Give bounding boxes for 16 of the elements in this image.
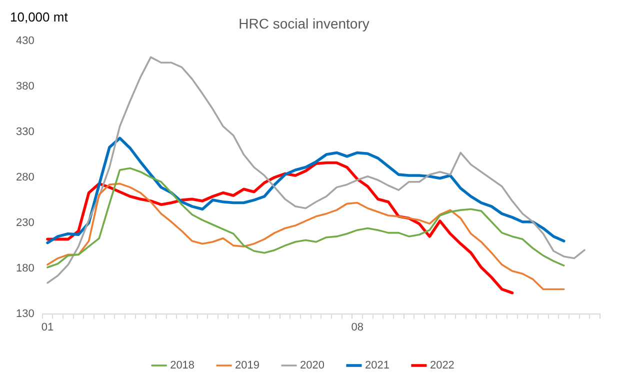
x-tick-label: 01 bbox=[41, 321, 54, 334]
y-tick-label: 130 bbox=[16, 308, 34, 320]
y-tick-label: 280 bbox=[16, 171, 34, 184]
legend-label: 2022 bbox=[430, 360, 454, 372]
y-tick-label: 180 bbox=[16, 262, 34, 274]
legend-label: 2018 bbox=[170, 360, 195, 372]
y-tick-label: 230 bbox=[16, 216, 34, 229]
x-tick-label: 08 bbox=[351, 321, 364, 334]
y-tick-label: 330 bbox=[16, 126, 34, 138]
legend-label: 2019 bbox=[235, 360, 260, 372]
chart-title: HRC social inventory bbox=[238, 15, 370, 32]
y-tick-label: 430 bbox=[16, 34, 34, 47]
y-axis-title: 10,000 mt bbox=[10, 10, 68, 25]
y-tick-label: 380 bbox=[16, 80, 34, 92]
legend-label: 2020 bbox=[300, 360, 324, 372]
legend-label: 2021 bbox=[364, 360, 390, 372]
